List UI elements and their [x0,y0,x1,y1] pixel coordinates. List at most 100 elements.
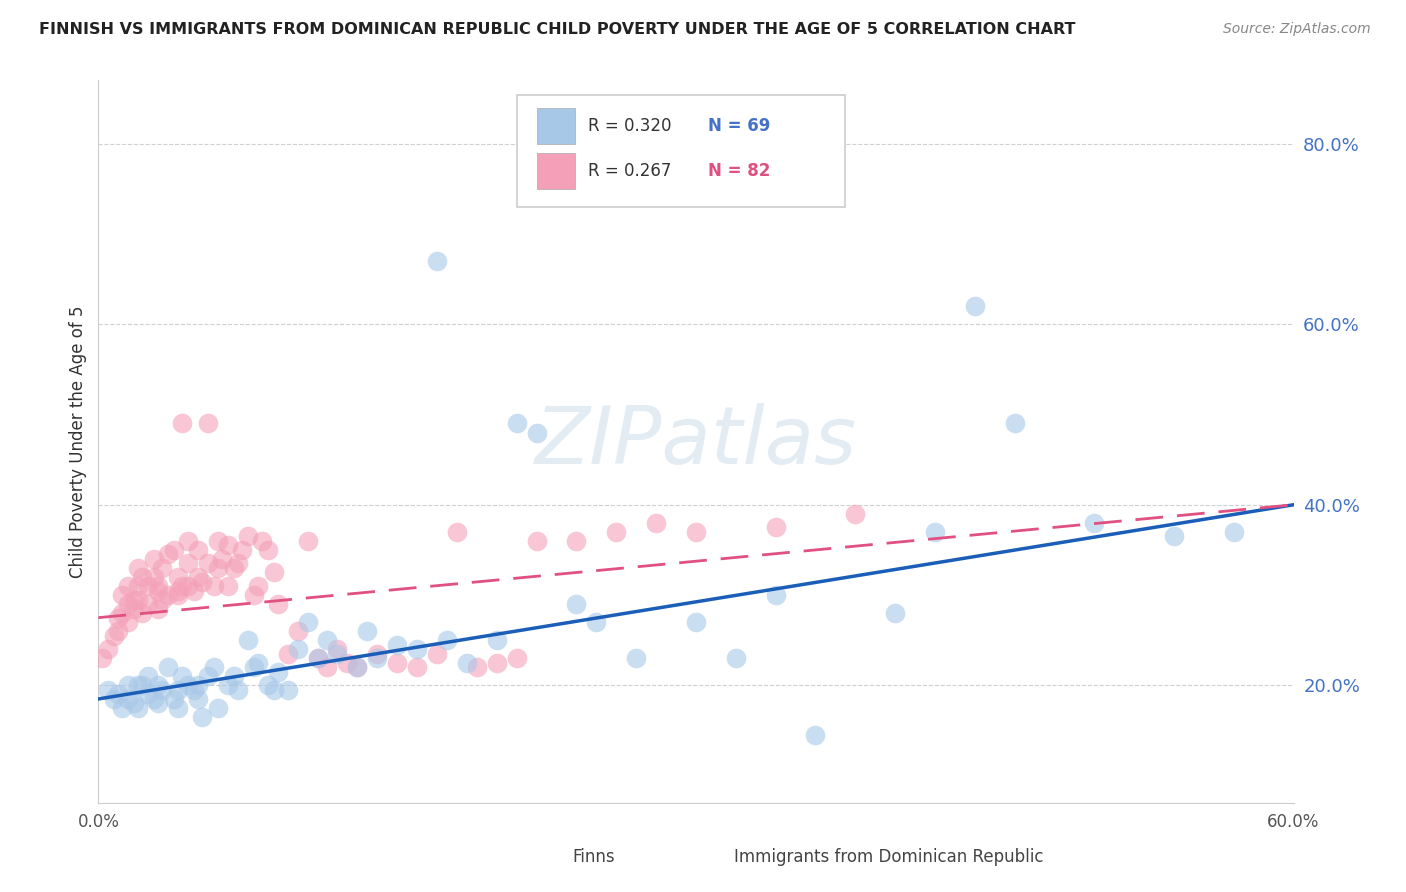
Point [446,524,468,539]
Point [167,701,190,715]
Point [117,597,139,611]
Point [111,588,134,602]
Text: R = 0.320: R = 0.320 [589,117,672,135]
Point [645,516,668,530]
Point [506,651,529,665]
Point [207,561,229,575]
Text: N = 69: N = 69 [709,117,770,135]
Point [148,601,170,615]
Point [297,615,319,630]
Point [148,583,170,598]
Point [287,642,309,657]
Point [297,533,319,548]
Point [177,533,200,548]
Point [724,651,747,665]
Point [236,633,259,648]
Point [111,701,134,715]
Point [263,566,285,580]
Point [197,669,219,683]
Point [117,579,139,593]
Point [250,533,273,548]
Point [107,610,129,624]
Point [246,579,269,593]
Point [585,615,607,630]
Point [236,529,259,543]
Text: Finns: Finns [572,848,616,866]
Point [406,660,429,674]
Point [136,597,159,611]
Point [307,651,329,665]
Point [485,656,508,670]
Bar [534,844,565,871]
Bar [537,153,575,189]
Text: Immigrants from Dominican Republic: Immigrants from Dominican Republic [734,848,1043,866]
Point [685,615,707,630]
Point [326,647,349,661]
Point [167,588,190,602]
Point [187,692,209,706]
Point [456,656,478,670]
Point [526,533,548,548]
Point [167,682,190,697]
Point [187,542,209,557]
Point [136,579,159,593]
Point [127,701,149,715]
Point [143,692,166,706]
Point [963,299,986,313]
Point [172,417,194,431]
Point [167,583,190,598]
Point [605,524,627,539]
Point [187,678,209,692]
Point [163,542,186,557]
Point [197,417,219,431]
Point [1163,529,1185,543]
Point [124,592,146,607]
Text: FINNISH VS IMMIGRANTS FROM DOMINICAN REPUBLIC CHILD POVERTY UNDER THE AGE OF 5 C: FINNISH VS IMMIGRANTS FROM DOMINICAN REP… [39,22,1076,37]
Point [111,606,134,620]
Point [177,678,200,692]
Point [127,592,149,607]
Point [197,557,219,571]
Point [765,520,787,534]
Point [211,552,233,566]
Bar [696,844,725,871]
Point [202,579,225,593]
Point [267,665,290,679]
Point [231,542,253,557]
Point [626,651,648,665]
Point [183,583,205,598]
Point [685,524,707,539]
Point [346,660,368,674]
Point [97,642,120,657]
Point [1223,524,1246,539]
Point [183,682,205,697]
Point [131,606,153,620]
Point [177,557,200,571]
Point [565,597,588,611]
Point [565,533,588,548]
Point [191,574,214,589]
Y-axis label: Child Poverty Under the Age of 5: Child Poverty Under the Age of 5 [69,305,87,578]
Point [150,592,173,607]
Point [346,660,368,674]
Point [202,660,225,674]
Point [217,678,239,692]
Point [243,588,266,602]
Point [143,552,166,566]
Point [804,728,827,742]
Point [127,678,149,692]
Text: Source: ZipAtlas.com: Source: ZipAtlas.com [1223,22,1371,37]
Point [267,597,290,611]
Point [150,561,173,575]
Point [226,557,249,571]
Point [127,579,149,593]
Text: ZIPatlas: ZIPatlas [534,402,858,481]
Point [316,660,339,674]
Point [765,588,787,602]
Bar [537,108,575,144]
Point [884,606,907,620]
Point [131,678,153,692]
Point [207,533,229,548]
Point [148,579,170,593]
Point [136,669,159,683]
